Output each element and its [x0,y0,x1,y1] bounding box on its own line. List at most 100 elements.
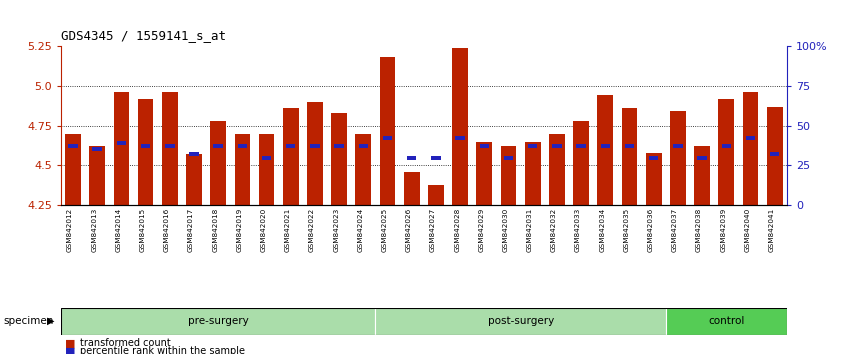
Bar [211,121,226,205]
Text: GSM842019: GSM842019 [236,208,242,252]
Bar [61,308,376,335]
Text: GSM842021: GSM842021 [285,208,291,252]
Bar [186,154,202,205]
Bar [697,155,706,160]
Bar [695,146,710,205]
Bar [259,133,274,205]
Text: GSM842016: GSM842016 [164,208,170,252]
Bar [670,111,686,205]
Bar [666,308,787,335]
Bar [504,155,514,160]
Bar [625,144,634,148]
Bar [528,144,537,148]
Bar [455,136,464,141]
Text: GSM842015: GSM842015 [140,208,146,252]
Text: transformed count: transformed count [80,338,171,348]
Text: GSM842030: GSM842030 [503,208,508,252]
Bar [404,172,420,205]
Bar [162,92,178,205]
Bar [476,142,492,205]
Bar [65,133,81,205]
Text: GSM842023: GSM842023 [333,208,339,252]
Text: specimen: specimen [3,316,54,326]
Text: GSM842033: GSM842033 [575,208,581,252]
Bar [113,92,129,205]
Bar [552,144,562,148]
Text: post-surgery: post-surgery [487,316,554,326]
Bar [718,98,734,205]
Text: GSM842034: GSM842034 [599,208,606,252]
Bar [234,133,250,205]
Text: GSM842014: GSM842014 [115,208,122,252]
Text: pre-surgery: pre-surgery [188,316,249,326]
Text: GSM842032: GSM842032 [551,208,557,252]
Bar [480,144,489,148]
Text: GSM842040: GSM842040 [744,208,750,252]
Text: ■: ■ [65,346,75,354]
Bar [431,155,441,160]
Text: GDS4345 / 1559141_s_at: GDS4345 / 1559141_s_at [61,29,226,42]
Bar [453,47,468,205]
Bar [743,92,758,205]
Bar [383,136,393,141]
Bar [645,153,662,205]
Bar [428,184,444,205]
Bar [141,144,151,148]
Bar [673,144,683,148]
Text: GSM842038: GSM842038 [696,208,702,252]
Bar [722,144,731,148]
Bar [69,144,78,148]
Text: GSM842039: GSM842039 [720,208,726,252]
Bar [283,108,299,205]
Bar [138,98,153,205]
Text: GSM842022: GSM842022 [309,208,315,252]
Bar [766,107,783,205]
Text: GSM842036: GSM842036 [648,208,654,252]
Bar [262,155,272,160]
Text: GSM842026: GSM842026 [406,208,412,252]
Bar [238,144,247,148]
Bar [380,57,395,205]
Bar [501,146,516,205]
Bar [286,144,295,148]
Text: GSM842027: GSM842027 [430,208,436,252]
Text: GSM842037: GSM842037 [672,208,678,252]
Bar [525,142,541,205]
Text: percentile rank within the sample: percentile rank within the sample [80,346,245,354]
Bar [376,308,666,335]
Bar [597,95,613,205]
Bar [213,144,222,148]
Bar [307,102,323,205]
Bar [90,146,105,205]
Bar [310,144,320,148]
Bar [622,108,637,205]
Bar [359,144,368,148]
Bar [746,136,755,141]
Bar [574,121,589,205]
Bar [770,152,779,156]
Bar [407,155,416,160]
Bar [190,152,199,156]
Text: GSM842028: GSM842028 [454,208,460,252]
Text: ■: ■ [65,338,75,348]
Text: GSM842013: GSM842013 [91,208,97,252]
Text: ▶: ▶ [47,316,54,326]
Text: GSM842024: GSM842024 [357,208,364,252]
Bar [92,147,102,151]
Bar [117,141,126,145]
Text: GSM842035: GSM842035 [624,208,629,252]
Bar [649,155,658,160]
Bar [332,113,347,205]
Text: control: control [708,316,744,326]
Bar [576,144,585,148]
Bar [549,133,565,205]
Text: GSM842025: GSM842025 [382,208,387,252]
Text: GSM842018: GSM842018 [212,208,218,252]
Text: GSM842017: GSM842017 [188,208,194,252]
Bar [355,133,371,205]
Bar [165,144,174,148]
Bar [334,144,343,148]
Text: GSM842041: GSM842041 [769,208,775,252]
Bar [601,144,610,148]
Text: GSM842012: GSM842012 [67,208,73,252]
